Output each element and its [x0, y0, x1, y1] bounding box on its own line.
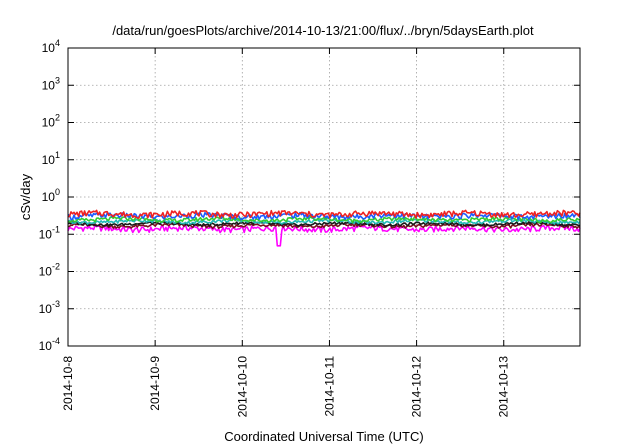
y-tick-label: 104 — [42, 38, 60, 55]
x-tick-label: 2014-10-10 — [235, 356, 249, 418]
x-tick-labels: 2014-10-8 2014-10-9 2014-10-10 2014-10-11 20… — [61, 356, 511, 418]
x-tick-label: 2014-10-8 — [61, 356, 75, 411]
y-tick-exponent: 4 — [55, 38, 60, 48]
x-tick-label: 2014-10-12 — [410, 356, 424, 418]
series-group — [67, 209, 581, 247]
series-line — [67, 222, 581, 230]
y-tick-base: 10 — [39, 339, 53, 353]
series-line — [67, 220, 580, 227]
y-tick-base: 10 — [42, 41, 56, 55]
y-tick-exponent: -2 — [52, 262, 60, 272]
y-tick-exponent: 0 — [55, 187, 60, 197]
series-line — [67, 224, 581, 247]
grid-lines — [68, 48, 580, 346]
y-tick-base: 10 — [39, 227, 53, 241]
y-tick-base: 10 — [39, 302, 53, 316]
y-tick-exponent: 2 — [55, 113, 60, 123]
y-tick-base: 10 — [42, 116, 56, 130]
chart-title: /data/run/goesPlots/archive/2014-10-13/2… — [112, 23, 534, 38]
y-tick-base: 10 — [42, 190, 56, 204]
y-tick-label: 103 — [42, 75, 60, 92]
y-tick-base: 10 — [42, 153, 56, 167]
x-tick-label: 2014-10-13 — [497, 356, 511, 418]
y-tick-label: 10-3 — [39, 299, 60, 316]
y-tick-exponent: -1 — [52, 224, 60, 234]
x-axis-label: Coordinated Universal Time (UTC) — [224, 429, 423, 444]
y-tick-label: 10-2 — [39, 262, 60, 279]
series-line — [67, 218, 581, 225]
y-tick-exponent: 3 — [55, 75, 60, 85]
y-tick-exponent: -3 — [52, 299, 60, 309]
y-axis-label: cSv/day — [18, 173, 33, 220]
x-tick-label: 2014-10-9 — [148, 356, 162, 411]
y-tick-base: 10 — [42, 78, 56, 92]
y-tick-label: 100 — [42, 187, 60, 204]
y-tick-label: 10-1 — [39, 224, 60, 241]
y-tick-label: 10-4 — [39, 336, 60, 353]
y-tick-label: 101 — [42, 150, 60, 167]
y-tick-base: 10 — [39, 265, 53, 279]
series-line — [67, 215, 581, 224]
y-tick-exponent: -4 — [52, 336, 60, 346]
plot-frame — [67, 47, 581, 347]
x-tick-label: 2014-10-11 — [322, 356, 336, 417]
series-line — [68, 209, 581, 219]
y-tick-exponent: 1 — [55, 150, 60, 160]
y-tick-label: 102 — [42, 113, 60, 130]
